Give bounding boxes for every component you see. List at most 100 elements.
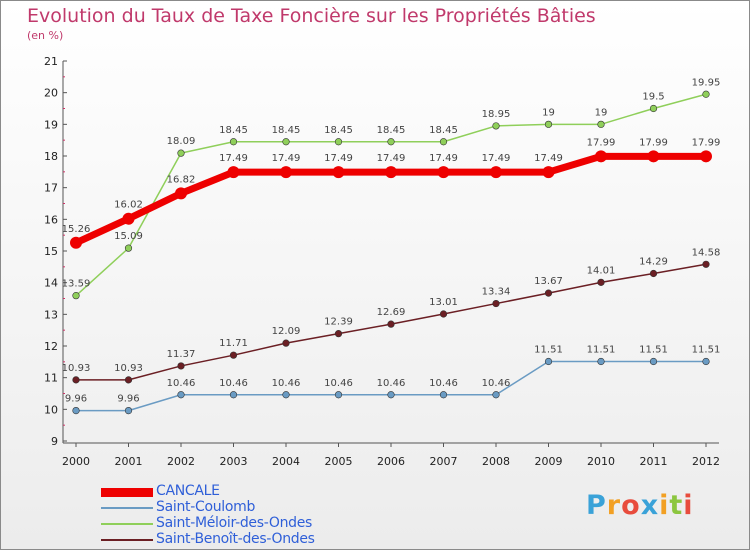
y-tick-label: 18 xyxy=(44,150,58,163)
legend-label: Saint-Coulomb xyxy=(156,499,256,515)
data-label: 19 xyxy=(595,107,608,118)
series-saint-m-loir-des-ondes xyxy=(72,90,710,300)
data-label: 17.49 xyxy=(429,153,458,164)
data-label: 14.01 xyxy=(587,265,616,276)
data-point xyxy=(492,122,500,130)
data-point xyxy=(177,391,185,399)
data-point xyxy=(332,166,345,179)
legend-label: Saint-Méloir-des-Ondes xyxy=(156,515,313,531)
data-point xyxy=(177,149,185,157)
data-label: 12.69 xyxy=(377,307,406,318)
data-label: 17.49 xyxy=(219,153,248,164)
data-label: 12.39 xyxy=(324,317,353,328)
data-point xyxy=(595,150,607,163)
legend-swatch xyxy=(101,523,153,525)
series-layer xyxy=(70,90,712,415)
data-point xyxy=(492,391,500,399)
data-label: 11.71 xyxy=(219,338,248,349)
data-label: 17.99 xyxy=(639,137,668,148)
chart-title: Evolution du Taux de Taxe Foncière sur l… xyxy=(27,5,596,27)
data-point xyxy=(72,292,80,300)
data-point xyxy=(334,330,343,338)
legend-swatch xyxy=(101,487,153,497)
legend-swatch xyxy=(101,539,153,541)
x-tick-label: 2011 xyxy=(640,455,668,468)
logo-letter: i xyxy=(659,490,670,521)
legend-item: Saint-Coulomb xyxy=(101,499,421,516)
data-label: 10.93 xyxy=(114,363,143,374)
data-label: 17.99 xyxy=(587,137,616,148)
data-point xyxy=(124,244,133,252)
data-point xyxy=(542,166,555,179)
data-label: 17.49 xyxy=(482,153,511,164)
y-tick-label: 10 xyxy=(44,403,58,416)
data-point xyxy=(72,376,80,384)
y-tick-label: 15 xyxy=(44,245,58,258)
y-tick-label: 19 xyxy=(44,118,58,131)
data-point xyxy=(700,150,712,163)
data-label: 11.51 xyxy=(639,345,668,356)
data-label: 17.99 xyxy=(692,137,721,148)
data-point xyxy=(334,391,343,399)
data-label: 18.45 xyxy=(429,125,458,136)
data-label: 17.49 xyxy=(272,153,301,164)
y-tick-label: 13 xyxy=(44,308,58,321)
data-point xyxy=(702,260,710,268)
data-point xyxy=(70,236,82,249)
data-label: 12.09 xyxy=(272,326,301,337)
x-tick-label: 2007 xyxy=(430,455,458,468)
x-tick-label: 2012 xyxy=(692,455,720,468)
legend: CANCALE Saint-Coulomb Saint-Méloir-des-Ond… xyxy=(101,483,421,548)
data-point xyxy=(229,138,238,146)
data-label: 10.46 xyxy=(272,378,301,389)
data-label: 11.51 xyxy=(587,345,616,356)
data-label: 10.46 xyxy=(167,378,196,389)
y-tick-label: 21 xyxy=(44,55,58,68)
data-point xyxy=(282,391,290,399)
data-label: 14.29 xyxy=(639,256,668,267)
y-tick-label: 20 xyxy=(44,87,58,100)
x-tick-label: 2006 xyxy=(377,455,405,468)
legend-swatch xyxy=(101,507,153,509)
logo-letter: o xyxy=(621,490,641,521)
data-label: 18.95 xyxy=(482,109,511,120)
x-tick-label: 2010 xyxy=(587,455,615,468)
data-point xyxy=(229,351,238,359)
data-point xyxy=(227,166,240,179)
data-label: 14.58 xyxy=(692,247,721,258)
legend-item: Saint-Méloir-des-Ondes xyxy=(101,515,421,532)
data-point xyxy=(649,357,658,366)
data-point xyxy=(544,289,553,297)
logo-letter: r xyxy=(606,490,622,521)
data-label: 10.46 xyxy=(482,378,511,389)
data-point xyxy=(597,278,605,286)
data-label: 13.34 xyxy=(482,287,511,298)
data-point xyxy=(280,166,292,179)
data-point xyxy=(387,320,395,328)
legend-item: Saint-Benoît-des-Ondes xyxy=(101,531,421,548)
x-tick-label: 2002 xyxy=(167,455,195,468)
series-saint-beno-t-des-ondes xyxy=(72,260,710,384)
data-point xyxy=(597,357,605,366)
data-label: 9.96 xyxy=(65,394,87,405)
data-label: 10.46 xyxy=(324,378,353,389)
x-tick-label: 2008 xyxy=(482,455,510,468)
data-labels-layer: 9.96 9.96 10.46 10.46 10.46 10.46 10.46 10.46 10… xyxy=(62,77,721,404)
data-label: 10.46 xyxy=(377,378,406,389)
data-point xyxy=(124,407,133,415)
data-label: 10.46 xyxy=(429,378,458,389)
y-tick-label: 11 xyxy=(44,372,58,385)
data-point xyxy=(647,150,660,163)
data-point xyxy=(175,187,187,200)
data-point xyxy=(229,391,238,399)
axes: 9 10 11 12 13 14 15 16 17 18 19 20 21 2000 2001 2002 200… xyxy=(44,55,720,468)
data-label: 17.49 xyxy=(377,153,406,164)
data-point xyxy=(72,407,80,415)
data-point xyxy=(122,212,135,225)
data-point xyxy=(177,362,185,370)
x-tick-label: 2001 xyxy=(115,455,143,468)
data-label: 15.26 xyxy=(62,224,91,235)
x-tick-label: 2003 xyxy=(220,455,248,468)
data-point xyxy=(597,120,605,128)
